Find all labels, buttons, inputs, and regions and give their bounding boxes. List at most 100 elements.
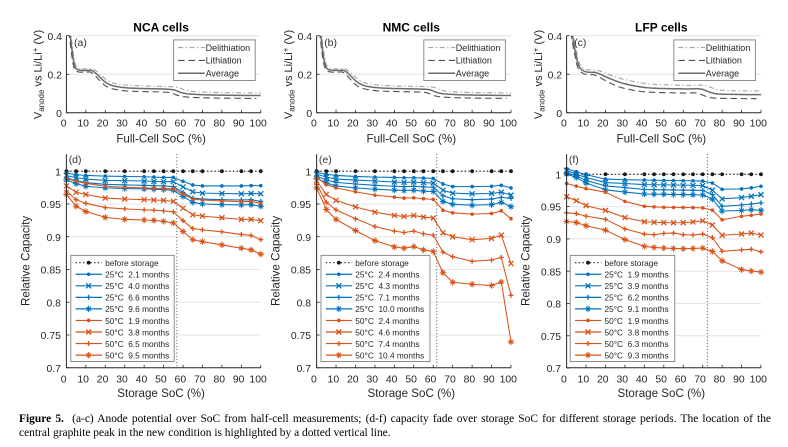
svg-text:70: 70 [194,119,206,130]
svg-text:90: 90 [233,375,245,386]
svg-text:20: 20 [347,119,359,130]
svg-text:Average: Average [706,69,739,79]
svg-text:100: 100 [500,119,518,130]
svg-text:100: 100 [750,375,768,386]
svg-text:50: 50 [655,119,667,130]
svg-text:50°C 4.6 months: 50°C 4.6 months [355,327,419,337]
svg-text:30: 30 [116,375,128,386]
svg-text:Full-Cell SoC (%): Full-Cell SoC (%) [116,132,206,145]
svg-text:Full-Cell SoC (%): Full-Cell SoC (%) [367,132,457,145]
svg-text:Delithiation: Delithiation [706,43,751,53]
svg-text:0: 0 [61,119,67,130]
svg-text:Vanode vs Li/Li+ (V): Vanode vs Li/Li+ (V) [281,30,296,119]
svg-text:20: 20 [97,119,109,130]
svg-text:70: 70 [444,375,456,386]
svg-text:0: 0 [561,375,567,386]
svg-text:70: 70 [194,375,206,386]
svg-text:LFP cells: LFP cells [635,21,688,35]
svg-text:30: 30 [616,119,628,130]
svg-text:Delithiation: Delithiation [456,43,501,53]
svg-text:25°C 7.1 months: 25°C 7.1 months [355,293,419,303]
svg-text:0.75: 0.75 [41,331,61,342]
svg-text:Relative Capacity: Relative Capacity [270,216,283,306]
svg-text:1: 1 [55,167,61,178]
svg-text:0.4: 0.4 [47,32,62,43]
svg-text:25°C 6.2 months: 25°C 6.2 months [605,293,669,303]
svg-text:90: 90 [233,119,245,130]
svg-text:70: 70 [694,119,706,130]
svg-text:Vanode vs Li/Li+ (V): Vanode vs Li/Li+ (V) [31,30,46,119]
svg-text:60: 60 [675,375,687,386]
svg-text:25°C 4.3 months: 25°C 4.3 months [355,281,419,291]
svg-text:Average: Average [206,69,239,79]
svg-text:40: 40 [136,375,148,386]
svg-text:50°C 9.5 months: 50°C 9.5 months [105,350,169,360]
svg-text:60: 60 [425,119,437,130]
svg-text:0.8: 0.8 [297,298,312,309]
svg-text:90: 90 [733,375,745,386]
svg-text:0.4: 0.4 [298,32,313,43]
svg-text:before storage: before storage [605,258,659,268]
svg-text:90: 90 [483,375,495,386]
svg-text:Full-Cell SoC (%): Full-Cell SoC (%) [617,132,707,145]
svg-text:10: 10 [328,119,340,130]
svg-text:30: 30 [366,119,378,130]
svg-text:40: 40 [386,119,398,130]
svg-text:25°C 2.1 months: 25°C 2.1 months [105,270,169,280]
svg-text:0.2: 0.2 [47,70,62,81]
svg-text:(f): (f) [569,154,579,166]
svg-text:Storage SoC (%): Storage SoC (%) [617,387,705,400]
svg-text:10: 10 [328,375,340,386]
svg-text:100: 100 [500,375,518,386]
svg-text:0: 0 [56,109,62,120]
svg-text:Relative Capacity: Relative Capacity [520,216,533,306]
svg-text:NMC cells: NMC cells [383,21,441,35]
svg-text:50°C 10.4 months: 50°C 10.4 months [355,350,424,360]
svg-text:Delithiation: Delithiation [206,43,251,53]
svg-text:50°C 7.4 months: 50°C 7.4 months [355,339,419,349]
svg-text:Vanode vs Li/Li+ (V): Vanode vs Li/Li+ (V) [531,30,546,119]
svg-text:NCA cells: NCA cells [133,21,189,35]
svg-text:10: 10 [578,119,590,130]
svg-text:0: 0 [311,375,317,386]
svg-text:50°C 2.4 months: 50°C 2.4 months [355,316,419,326]
svg-text:30: 30 [616,375,628,386]
svg-text:0.7: 0.7 [46,364,61,375]
svg-text:70: 70 [444,119,456,130]
svg-text:(c): (c) [574,37,586,49]
svg-text:50°C 1.9 months: 50°C 1.9 months [105,316,169,326]
svg-text:30: 30 [366,375,378,386]
svg-text:80: 80 [714,119,726,130]
svg-text:20: 20 [347,375,359,386]
svg-text:0.7: 0.7 [297,364,312,375]
svg-text:60: 60 [175,375,187,386]
svg-text:0.8: 0.8 [547,300,562,311]
svg-text:Storage SoC (%): Storage SoC (%) [117,387,205,400]
svg-text:30: 30 [116,119,128,130]
svg-text:50°C 9.3 months: 50°C 9.3 months [605,350,669,360]
svg-text:25°C 9.1 months: 25°C 9.1 months [605,304,669,314]
svg-text:80: 80 [213,119,225,130]
svg-text:90: 90 [483,119,495,130]
svg-text:50: 50 [655,375,667,386]
svg-text:80: 80 [213,375,225,386]
svg-text:25°C 1.9 months: 25°C 1.9 months [605,270,669,280]
svg-text:0.85: 0.85 [291,266,311,277]
svg-text:50: 50 [155,375,167,386]
svg-text:20: 20 [597,119,609,130]
svg-text:0: 0 [561,119,567,130]
svg-text:0.9: 0.9 [297,233,312,244]
svg-text:40: 40 [636,375,648,386]
svg-text:50: 50 [405,119,417,130]
svg-text:Lithiation: Lithiation [456,56,492,66]
svg-text:50°C 6.5 months: 50°C 6.5 months [105,339,169,349]
svg-text:before storage: before storage [105,258,159,268]
svg-text:60: 60 [675,119,687,130]
svg-text:0: 0 [306,109,312,120]
svg-text:0.95: 0.95 [291,200,311,211]
svg-text:0.75: 0.75 [291,331,311,342]
svg-text:90: 90 [733,119,745,130]
svg-text:60: 60 [175,119,187,130]
svg-text:40: 40 [136,119,148,130]
svg-text:100: 100 [249,119,267,130]
